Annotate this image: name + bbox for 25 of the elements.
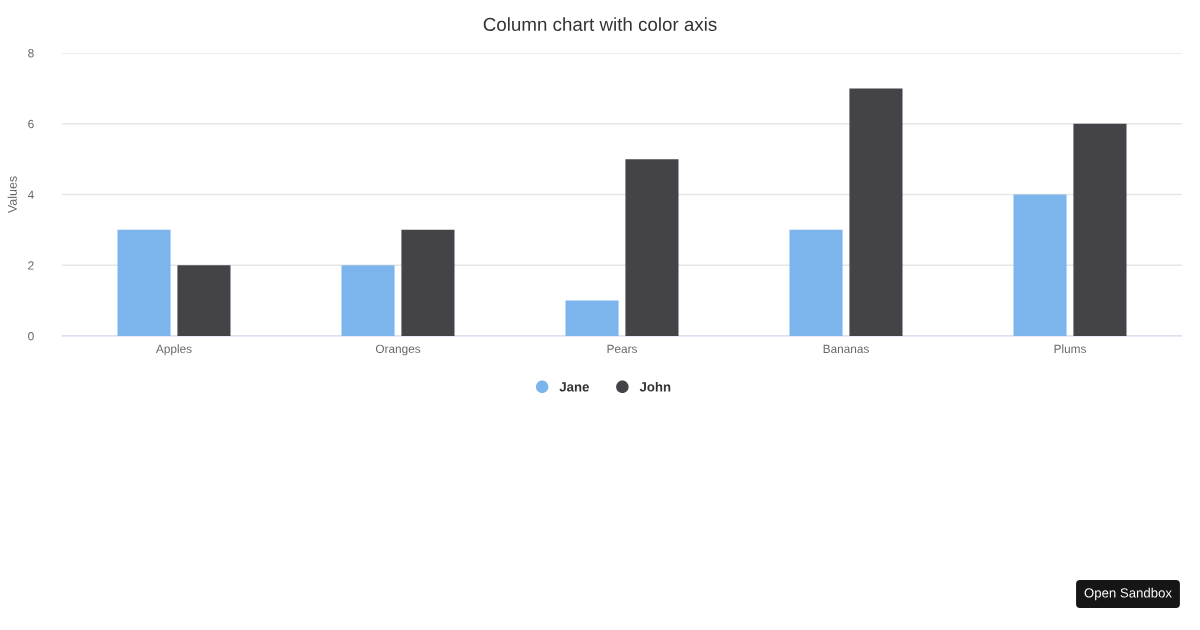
text: Open Sandbox xyxy=(1084,587,1172,601)
legend-label: John xyxy=(639,381,671,392)
bar xyxy=(401,229,455,336)
bar xyxy=(341,265,395,336)
y-tick-label: 8 xyxy=(28,49,34,58)
y-tick-label: 2 xyxy=(28,261,34,270)
bar xyxy=(625,159,679,336)
legend-label: Jane xyxy=(559,382,589,392)
y-axis-title: Values xyxy=(7,176,17,214)
bar xyxy=(117,229,171,336)
x-tick-label: Plums xyxy=(1054,344,1086,353)
y-tick-label: 4 xyxy=(27,190,34,199)
bar xyxy=(565,300,619,336)
y-tick-label: 0 xyxy=(28,332,34,341)
bar xyxy=(1013,194,1067,336)
bar xyxy=(849,88,903,336)
bar xyxy=(789,229,843,336)
y-tick-label: 6 xyxy=(28,119,34,129)
bar xyxy=(177,265,231,336)
chart-title: Column chart with color axis xyxy=(483,17,717,32)
x-tick-label: Bananas xyxy=(823,344,869,353)
x-tick-label: Oranges xyxy=(375,344,421,356)
x-tick-label: Pears xyxy=(607,344,637,353)
bar xyxy=(1073,123,1127,336)
x-tick-label: Apples xyxy=(155,344,192,356)
